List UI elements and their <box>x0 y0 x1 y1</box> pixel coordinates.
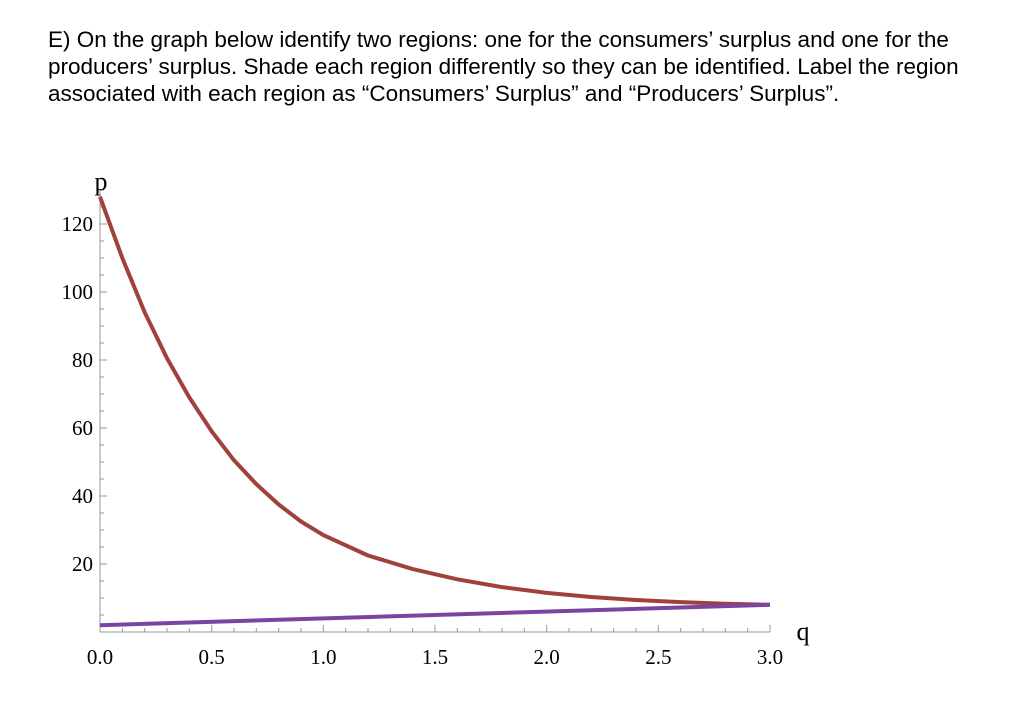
y-tick-label: 20 <box>72 552 93 576</box>
x-tick-label: 2.5 <box>645 645 671 669</box>
demand-curve <box>98 196 771 607</box>
x-tick-label: 1.5 <box>422 645 448 669</box>
x-tick-label: 2.0 <box>534 645 560 669</box>
ticks <box>99 189 771 633</box>
x-tick-label: 1.0 <box>310 645 336 669</box>
y-tick-label: 60 <box>72 416 93 440</box>
x-tick-label: 3.0 <box>757 645 783 669</box>
y-tick-label: 120 <box>62 212 94 236</box>
x-tick-label: 0.5 <box>199 645 225 669</box>
supply-curve <box>99 602 771 628</box>
tick-labels: 0.0 0.5 1.0 1.5 2.0 2.5 3.0 20 40 60 80 100 120 <box>62 212 784 669</box>
y-tick-label: 80 <box>72 348 93 372</box>
x-axis-label: q <box>797 617 810 646</box>
series <box>98 196 771 628</box>
y-axis-label: p <box>95 167 108 196</box>
x-tick-label: 0.0 <box>87 645 113 669</box>
y-tick-label: 100 <box>62 280 94 304</box>
y-tick-label: 40 <box>72 484 93 508</box>
question-text: E) On the graph below identify two regio… <box>48 27 959 106</box>
